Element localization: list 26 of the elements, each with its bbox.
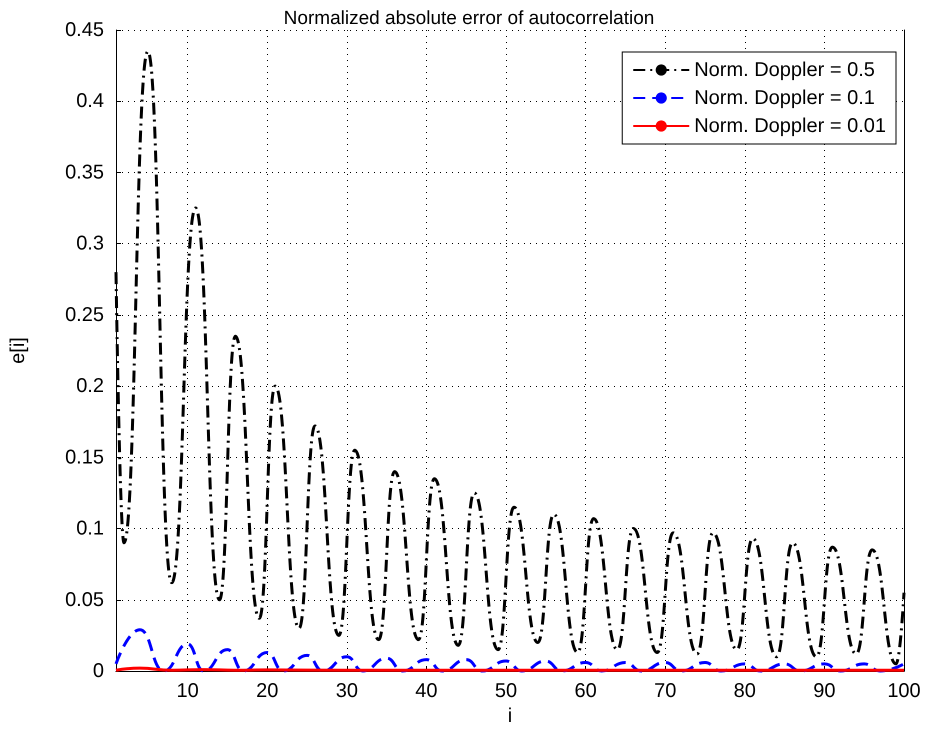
y-tick-label: 0 [92, 660, 104, 682]
y-tick-label: 0.15 [65, 446, 104, 468]
x-tick-label: 50 [494, 680, 518, 702]
x-tick-label: 100 [887, 680, 921, 702]
x-tick-label: 90 [813, 680, 836, 702]
x-axis-title: i [508, 705, 512, 727]
y-tick-label: 0.35 [65, 161, 104, 184]
y-tick-label: 0.05 [65, 588, 104, 611]
x-tick-label: 40 [415, 680, 438, 702]
legend-label: Norm. Doppler = 0.5 [694, 59, 875, 81]
y-axis-title: e[i] [7, 337, 29, 364]
x-tick-label: 30 [336, 680, 358, 702]
x-tick-label: 60 [574, 680, 597, 702]
legend-label: Norm. Doppler = 0.01 [694, 115, 886, 137]
y-tick-label: 0.1 [76, 518, 104, 540]
y-tick-label: 0.2 [76, 375, 104, 398]
x-tick-label: 80 [734, 680, 756, 702]
x-tick-label: 10 [176, 680, 199, 702]
chart-title: Normalized absolute error of autocorrelation [284, 8, 654, 29]
x-tick-label: 70 [654, 680, 676, 702]
x-tick-label: 20 [256, 680, 278, 702]
y-tick-label: 0.45 [65, 19, 104, 41]
y-tick-label: 0.3 [76, 232, 104, 255]
legend-label: Norm. Doppler = 0.1 [694, 87, 875, 109]
y-tick-label: 0.25 [65, 304, 104, 326]
y-tick-label: 0.4 [76, 90, 104, 112]
